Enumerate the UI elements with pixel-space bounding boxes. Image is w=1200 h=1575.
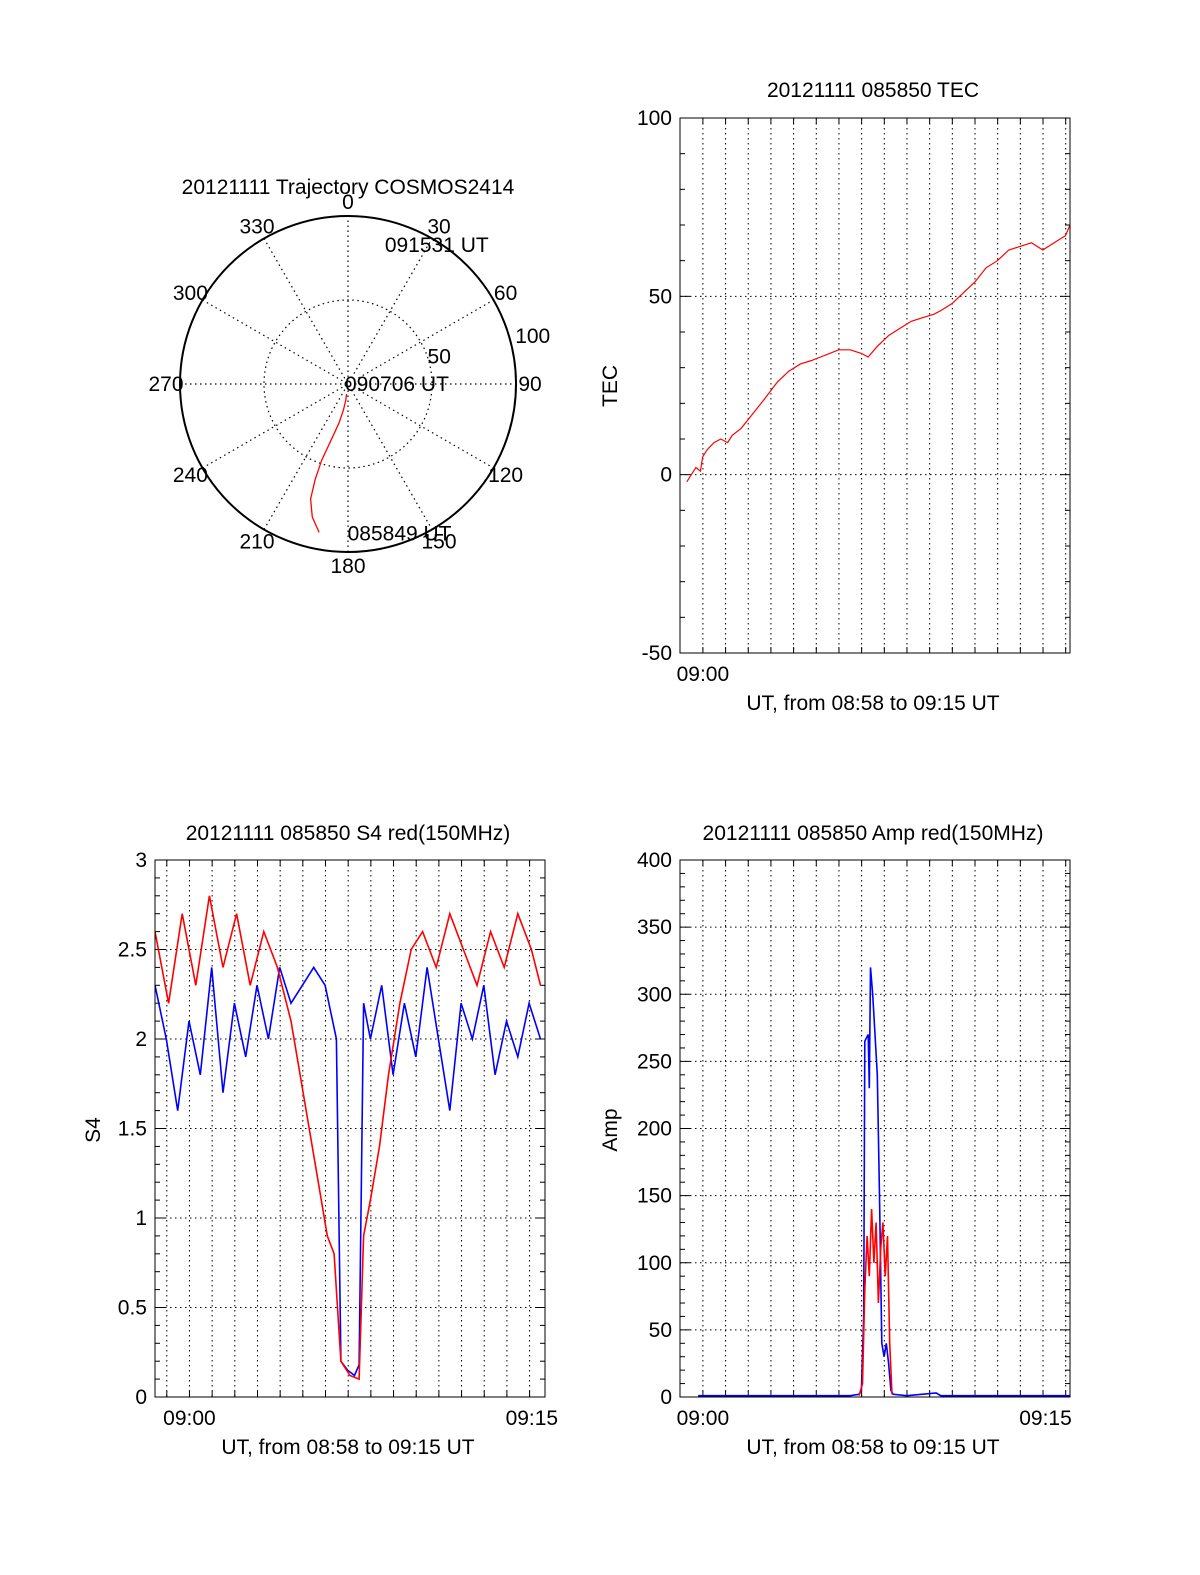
y-tick-label: 350: [637, 916, 672, 939]
x-tick-label: 09:00: [163, 1407, 216, 1430]
polar-radial-label: 100: [515, 325, 550, 348]
polar-angle-label: 60: [494, 282, 517, 305]
s4-marks: 0 0.5 1 1.5 2 2.5 3 09:00 09:15: [118, 849, 558, 1430]
amp-grid: [680, 859, 1070, 1398]
amp-x-axis-label: UT, from 08:58 to 09:15 UT: [746, 1436, 999, 1459]
s4-chart-title: 20121111 085850 S4 red(150MHz): [186, 822, 511, 845]
polar-angle-label: 210: [239, 531, 274, 554]
y-tick-label: 3: [135, 849, 147, 872]
polar-time-annotation: 090706 UT: [345, 373, 449, 396]
amp-chart-title: 20121111 085850 Amp red(150MHz): [703, 822, 1044, 845]
y-tick-label: 150: [637, 1185, 672, 1208]
polar-angle-label: 270: [148, 373, 183, 396]
polar-angle-label: 240: [173, 464, 208, 487]
series-line: [858, 1208, 893, 1396]
tec-marks: -50 0 50 100 09:00: [637, 107, 1070, 686]
polar-angle-label: 150: [421, 531, 456, 554]
polar-angle-label: 30: [427, 215, 450, 238]
polar-grid-spoke: [263, 238, 433, 530]
s4-y-axis-label: S4: [82, 1117, 105, 1143]
y-tick-label: 300: [637, 983, 672, 1006]
x-tick-label: 09:00: [677, 663, 730, 686]
tec-panel: 20121111 085850 TEC -50 0 50 100 09:00 UT, f…: [599, 79, 1071, 715]
y-tick-label: 100: [637, 107, 672, 130]
polar-angle-label: 330: [239, 215, 274, 238]
y-tick-label: 50: [649, 1319, 672, 1342]
polar-time-annotation: 085849 UT: [348, 522, 452, 545]
amp-plot-frame: [679, 859, 1071, 1398]
s4-plot-frame: [154, 859, 546, 1398]
tec-plot-frame: [679, 117, 1071, 654]
amp-panel: 20121111 085850 Amp red(150MHz) 0 50 100 15…: [599, 822, 1072, 1459]
y-tick-label: 200: [637, 1118, 672, 1141]
polar-chart-title: 20121111 Trajectory COSMOS2414: [182, 176, 515, 199]
polar-time-annotation: 091531 UT: [385, 234, 489, 257]
polar-grid-spoke: [202, 299, 494, 469]
y-tick-label: 0: [660, 464, 672, 487]
polar-outer-circle: [179, 215, 517, 553]
s4-panel: 20121111 085850 S4 red(150MHz) 0 0.5 1 1.5 2…: [82, 822, 558, 1459]
polar-angle-label: 300: [173, 282, 208, 305]
polar-angle-label: 180: [330, 555, 365, 578]
tec-chart-title: 20121111 085850 TEC: [767, 79, 979, 102]
y-tick-label: 0.5: [118, 1297, 147, 1320]
tec-x-axis-label: UT, from 08:58 to 09:15 UT: [746, 692, 999, 715]
y-tick-label: 100: [637, 1252, 672, 1275]
y-tick-label: 1.5: [118, 1118, 147, 1141]
y-tick-label: 400: [637, 849, 672, 872]
y-tick-label: 2.5: [118, 939, 147, 962]
polar-grid-spoke: [202, 299, 494, 469]
s4-x-axis-label: UT, from 08:58 to 09:15 UT: [221, 1436, 474, 1459]
y-tick-label: 2: [135, 1028, 147, 1051]
polar-angle-label: 90: [518, 373, 541, 396]
y-tick-label: 0: [135, 1386, 147, 1409]
y-tick-label: 0: [660, 1386, 672, 1409]
y-tick-label: 50: [649, 285, 672, 308]
polar-trajectory-panel: 20121111 Trajectory COSMOS2414 0 30 60 90 12…: [148, 176, 550, 578]
polar-radial-label: 50: [428, 345, 451, 368]
series-line: [155, 965, 542, 1377]
s4-grid: [155, 859, 545, 1398]
amp-y-axis-label: Amp: [599, 1108, 622, 1151]
trajectory-line: [309, 393, 348, 533]
polar-angle-label: 0: [342, 191, 354, 214]
y-tick-label: 250: [637, 1050, 672, 1073]
amp-marks: 0 50 100 150 200 250 300 350 400 09:00 09:15: [637, 849, 1072, 1430]
polar-center-marker: [344, 380, 352, 388]
series-line: [155, 895, 542, 1381]
polar-marks: 0 30 60 90 120 150 180 210 240 270 300 330 50 100 0915…: [148, 191, 550, 578]
polar-grid-circle: [263, 299, 433, 469]
y-tick-label: 1: [135, 1207, 147, 1230]
y-tick-label: -50: [642, 642, 672, 665]
series-line: [686, 224, 1070, 483]
polar-grid-spoke: [263, 238, 433, 530]
polar-grid: [179, 215, 517, 553]
tec-y-axis-label: TEC: [599, 365, 622, 407]
x-tick-label: 09:00: [677, 1407, 730, 1430]
x-tick-label: 09:15: [506, 1407, 559, 1430]
x-tick-label: 09:15: [1019, 1407, 1072, 1430]
polar-angle-label: 120: [488, 464, 523, 487]
tec-grid: [680, 117, 1070, 654]
